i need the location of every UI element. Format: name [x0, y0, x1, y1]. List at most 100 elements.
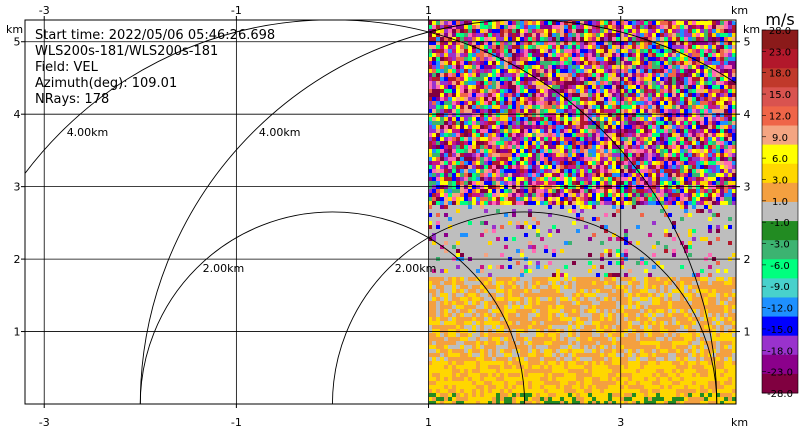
velocity-cell	[456, 61, 460, 65]
velocity-cell	[532, 173, 536, 177]
velocity-cell	[736, 101, 740, 105]
velocity-cell	[648, 85, 652, 89]
velocity-cell	[728, 97, 732, 101]
velocity-cell	[560, 149, 564, 153]
velocity-cell	[448, 85, 452, 89]
velocity-cell	[532, 101, 536, 105]
velocity-cell	[744, 165, 748, 169]
velocity-cell	[488, 165, 492, 169]
velocity-cell	[716, 61, 720, 65]
velocity-cell	[588, 101, 592, 105]
velocity-cell	[604, 109, 608, 113]
velocity-cell	[544, 89, 548, 93]
velocity-cell	[560, 37, 564, 41]
velocity-cell	[544, 97, 548, 101]
velocity-cell	[520, 1, 524, 5]
velocity-cell	[608, 101, 612, 105]
velocity-cell	[724, 61, 728, 65]
velocity-cell	[512, 169, 516, 173]
velocity-cell	[672, 49, 676, 53]
velocity-cell	[492, 97, 496, 101]
velocity-cell	[472, 85, 476, 89]
velocity-cell	[740, 53, 744, 57]
velocity-cell	[688, 9, 692, 13]
velocity-cell	[540, 69, 544, 73]
velocity-cell	[560, 41, 564, 45]
velocity-cell	[508, 121, 512, 125]
velocity-cell	[464, 85, 468, 89]
velocity-cell	[452, 173, 456, 177]
velocity-cell	[652, 5, 656, 9]
velocity-cell	[532, 37, 536, 41]
velocity-cell	[724, 109, 728, 113]
velocity-cell	[696, 97, 700, 101]
velocity-cell	[680, 9, 684, 13]
velocity-cell	[604, 73, 608, 77]
velocity-cell	[680, 0, 684, 1]
velocity-cell	[740, 77, 744, 81]
velocity-cell	[484, 61, 488, 65]
velocity-cell	[576, 21, 580, 25]
velocity-cell	[560, 49, 564, 53]
velocity-cell	[604, 153, 608, 157]
velocity-cell	[532, 169, 536, 173]
velocity-cell	[524, 0, 528, 1]
velocity-cell	[588, 137, 592, 141]
velocity-cell	[444, 97, 448, 101]
velocity-cell	[552, 125, 556, 129]
velocity-cell	[700, 149, 704, 153]
velocity-cell	[640, 141, 644, 145]
velocity-cell	[640, 129, 644, 133]
velocity-cell	[596, 97, 600, 101]
velocity-cell	[752, 41, 756, 45]
velocity-cell	[572, 45, 576, 49]
velocity-cell	[504, 73, 508, 77]
velocity-cell	[600, 21, 604, 25]
velocity-cell	[752, 165, 756, 169]
velocity-cell	[448, 69, 452, 73]
velocity-cell	[428, 61, 432, 65]
velocity-cell	[444, 21, 448, 25]
velocity-cell	[460, 93, 464, 97]
velocity-cell	[520, 69, 524, 73]
velocity-cell	[564, 49, 568, 53]
velocity-cell	[604, 21, 608, 25]
velocity-cell	[732, 105, 736, 109]
velocity-cell	[728, 169, 732, 173]
velocity-cell	[488, 13, 492, 17]
velocity-cell	[700, 33, 704, 37]
velocity-cell	[452, 45, 456, 49]
velocity-cell	[664, 0, 668, 1]
velocity-cell	[620, 113, 624, 117]
velocity-cell	[616, 153, 620, 157]
velocity-cell	[692, 145, 696, 149]
velocity-cell	[644, 33, 648, 37]
velocity-cell	[476, 133, 480, 137]
velocity-cell	[604, 129, 608, 133]
velocity-cell	[480, 125, 484, 129]
velocity-cell	[584, 37, 588, 41]
velocity-cell	[680, 161, 684, 165]
velocity-cell	[712, 57, 716, 61]
velocity-cell	[448, 93, 452, 97]
velocity-cell	[684, 57, 688, 61]
velocity-cell	[728, 141, 732, 145]
velocity-cell	[660, 53, 664, 57]
velocity-cell	[576, 169, 580, 173]
velocity-cell	[588, 77, 592, 81]
velocity-cell	[716, 25, 720, 29]
velocity-cell	[636, 53, 640, 57]
velocity-cell	[572, 97, 576, 101]
velocity-cell	[668, 77, 672, 81]
velocity-cell	[672, 77, 676, 81]
velocity-cell	[556, 9, 560, 13]
velocity-cell	[692, 153, 696, 157]
velocity-cell	[516, 129, 520, 133]
velocity-cell	[448, 161, 452, 165]
velocity-cell	[488, 1, 492, 5]
velocity-cell	[548, 69, 552, 73]
velocity-cell	[488, 129, 492, 133]
velocity-cell	[540, 121, 544, 125]
velocity-cell	[476, 9, 480, 13]
velocity-cell	[720, 153, 724, 157]
